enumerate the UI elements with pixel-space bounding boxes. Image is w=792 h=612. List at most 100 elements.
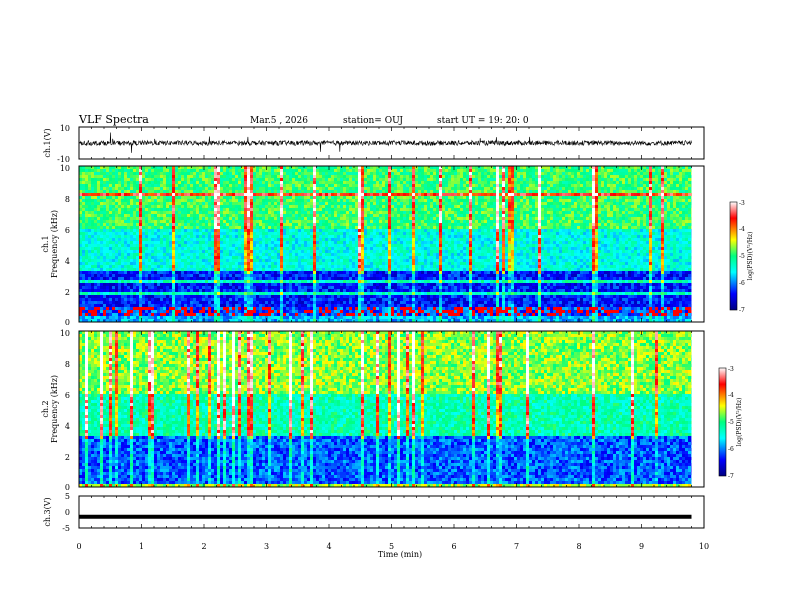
spectrogram-cell xyxy=(565,223,568,226)
spectrogram-cell xyxy=(391,220,394,223)
spectrogram-cell xyxy=(346,226,349,229)
spectrogram-cell xyxy=(682,217,685,220)
spectrogram-cell xyxy=(226,235,229,238)
spectrogram-cell xyxy=(169,184,172,187)
spectrogram-cell xyxy=(298,175,301,178)
spectrogram-cell xyxy=(250,223,253,226)
spectrogram-cell xyxy=(244,217,247,220)
spectrogram-cell xyxy=(229,205,232,208)
spectrogram-cell xyxy=(331,199,334,202)
spectrogram-cell xyxy=(538,217,541,220)
spectrogram-cell xyxy=(259,187,262,190)
spectrogram-cell xyxy=(91,190,94,193)
spectrogram-cell xyxy=(160,205,163,208)
spectrogram-cell xyxy=(205,232,208,235)
spectrogram-cell xyxy=(505,190,508,193)
spectrogram-cell xyxy=(439,214,442,217)
spectrogram-cell xyxy=(448,226,451,229)
spectrogram-cell xyxy=(409,181,412,184)
spectrogram-cell xyxy=(88,172,91,175)
spectrogram-cell xyxy=(223,175,226,178)
spectrogram-cell xyxy=(199,205,202,208)
spectrogram-cell xyxy=(259,205,262,208)
spectrogram-cell xyxy=(460,205,463,208)
spectrogram-cell xyxy=(91,187,94,190)
spectrogram-cell xyxy=(208,205,211,208)
spectrogram-cell xyxy=(649,181,652,184)
spectrogram-cell xyxy=(184,178,187,181)
spectrogram-cell xyxy=(133,172,136,175)
spectrogram-cell xyxy=(139,232,142,235)
spectrogram-cell xyxy=(196,202,199,205)
spectrogram-cell xyxy=(118,190,121,193)
spectrogram-cell xyxy=(349,235,352,238)
spectrogram-cell xyxy=(481,229,484,232)
spectrogram-cell xyxy=(280,196,283,199)
spectrogram-cell xyxy=(241,208,244,211)
spectrogram-cell xyxy=(532,169,535,172)
spectrogram-cell xyxy=(574,211,577,214)
spectrogram-cell xyxy=(391,205,394,208)
spectrogram-cell xyxy=(295,184,298,187)
spectrogram-cell xyxy=(619,172,622,175)
spectrogram-cell xyxy=(607,211,610,214)
spectrogram-cell xyxy=(343,232,346,235)
spectrogram-cell xyxy=(496,208,499,211)
spectrogram-cell xyxy=(448,193,451,196)
spectrogram-cell xyxy=(667,202,670,205)
spectrogram-cell xyxy=(322,229,325,232)
spectrogram-cell xyxy=(361,217,364,220)
spectrogram-cell xyxy=(106,232,109,235)
spectrogram-cell xyxy=(571,223,574,226)
spectrogram-cell xyxy=(604,232,607,235)
spectrogram-cell xyxy=(340,211,343,214)
spectrogram-cell xyxy=(142,208,145,211)
spectrogram-cell xyxy=(514,196,517,199)
spectrogram-cell xyxy=(622,169,625,172)
spectrogram-cell xyxy=(385,235,388,238)
spectrogram-cell xyxy=(424,178,427,181)
spectrogram-cell xyxy=(613,205,616,208)
spectrogram-cell xyxy=(502,199,505,202)
spectrogram-cell xyxy=(457,205,460,208)
spectrogram-cell xyxy=(583,178,586,181)
spectrogram-cell xyxy=(682,229,685,232)
spectrogram-cell xyxy=(328,223,331,226)
spectrogram-cell xyxy=(427,235,430,238)
spectrogram-cell xyxy=(574,169,577,172)
spectrogram-cell xyxy=(514,232,517,235)
spectrogram-cell xyxy=(403,229,406,232)
spectrogram-cell xyxy=(268,169,271,172)
spectrogram-cell xyxy=(193,193,196,196)
spectrogram-cell xyxy=(493,169,496,172)
spectrogram-cell xyxy=(154,169,157,172)
spectrogram-cell xyxy=(238,214,241,217)
spectrogram-cell xyxy=(472,232,475,235)
spectrogram-cell xyxy=(529,172,532,175)
spectrogram-cell xyxy=(448,229,451,232)
spectrogram-cell xyxy=(235,205,238,208)
spectrogram-cell xyxy=(412,193,415,196)
spectrogram-cell xyxy=(118,205,121,208)
spectrogram-cell xyxy=(604,229,607,232)
spectrogram-cell xyxy=(139,220,142,223)
spectrogram-cell xyxy=(511,226,514,229)
spectrogram-cell xyxy=(286,187,289,190)
spectrogram-cell xyxy=(433,232,436,235)
spectrogram-cell xyxy=(163,175,166,178)
spectrogram-cell xyxy=(439,226,442,229)
spectrogram-cell xyxy=(559,196,562,199)
spectrogram-cell xyxy=(532,181,535,184)
spectrogram-cell xyxy=(151,190,154,193)
spectrogram-cell xyxy=(334,208,337,211)
spectrogram-cell xyxy=(409,211,412,214)
spectrogram-cell xyxy=(208,226,211,229)
spectrogram-cell xyxy=(496,196,499,199)
spectrogram-cell xyxy=(346,178,349,181)
spectrogram-cell xyxy=(415,214,418,217)
spectrogram-cell xyxy=(253,217,256,220)
spectrogram-cell xyxy=(124,235,127,238)
spectrogram-cell xyxy=(406,211,409,214)
spectrogram-cell xyxy=(271,205,274,208)
spectrogram-cell xyxy=(100,205,103,208)
